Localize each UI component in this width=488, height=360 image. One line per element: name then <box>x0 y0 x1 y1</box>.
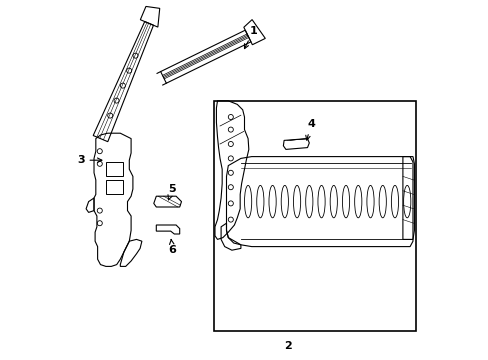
Text: 3: 3 <box>77 155 102 165</box>
Bar <box>106 180 123 194</box>
Text: 6: 6 <box>168 239 176 255</box>
Text: 2: 2 <box>283 341 291 351</box>
Bar <box>106 162 123 176</box>
Text: 4: 4 <box>305 119 314 140</box>
Bar <box>213 101 415 331</box>
Text: 1: 1 <box>244 26 257 49</box>
Text: 5: 5 <box>168 184 176 200</box>
